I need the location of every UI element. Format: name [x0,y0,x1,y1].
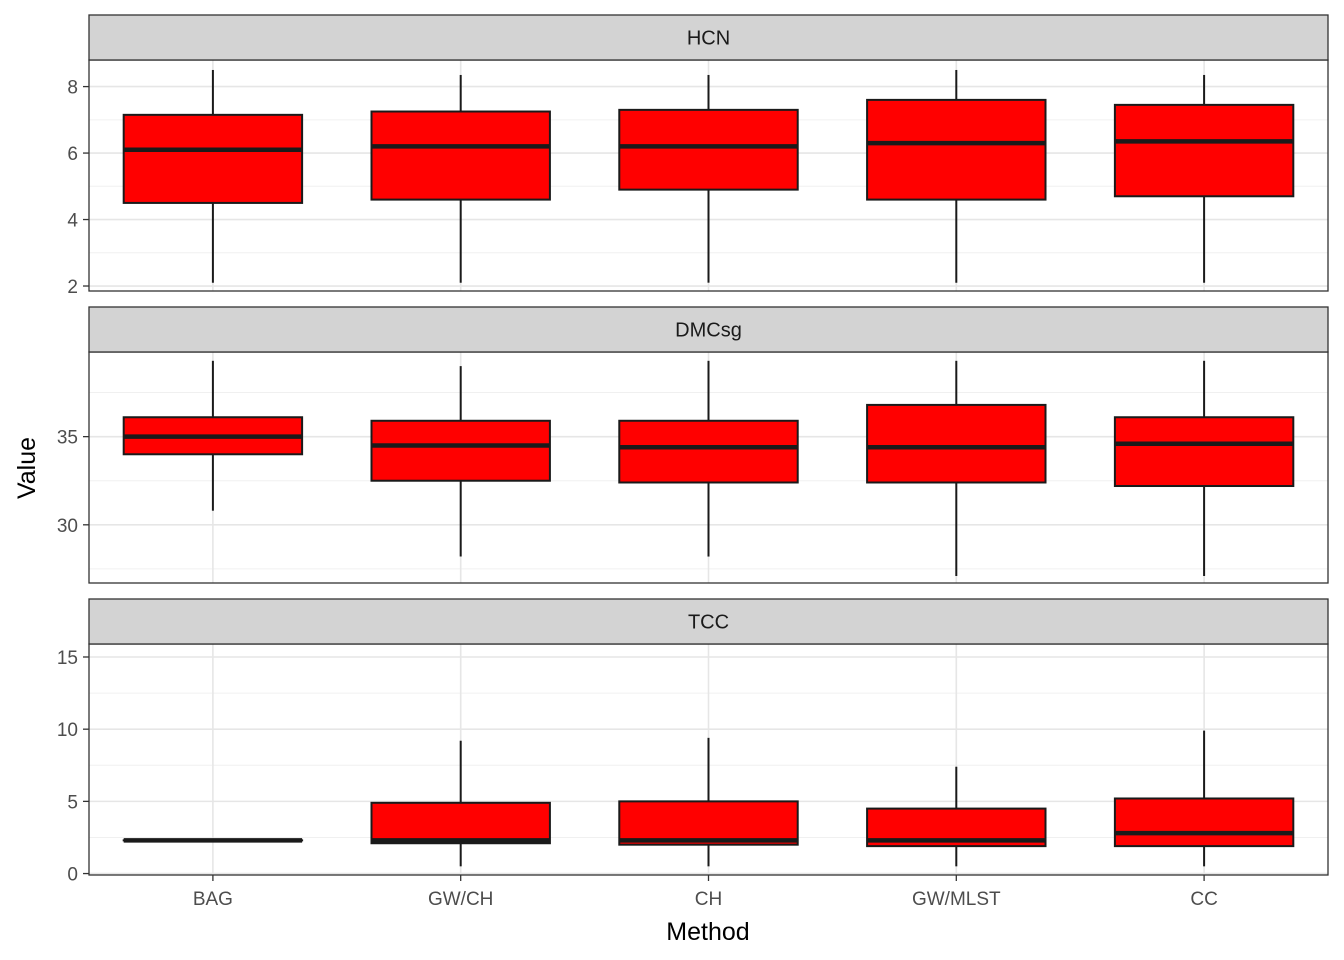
box-gw-ch [370,74,551,283]
iqr-box [618,800,799,846]
y-axis-title: Value [13,437,41,499]
box-bag [122,360,304,511]
box-cc [1113,730,1295,867]
x-tick-label: GW/MLST [912,889,1001,910]
x-axis: BAG GW/CH CH GW/MLST CC [193,875,1218,910]
iqr-box [1113,103,1295,198]
iqr-box [370,801,551,845]
iqr-box [1113,797,1295,848]
box-gw-mlst [866,360,1047,576]
iqr-box [866,98,1047,201]
y-tick-label: 30 [57,516,78,537]
panels-layer: HCN 2 4 6 8 DMCsg 30 35 TCC 0 5 10 15 [57,14,1329,886]
y-tick-label: 10 [57,720,78,741]
y-tick-label: 2 [67,277,78,298]
box-ch [618,360,799,557]
facet-strip [88,14,1329,61]
x-tick-label: BAG [193,889,233,910]
iqr-box [618,419,799,484]
box-gw-mlst [866,766,1047,867]
x-tick-label: CH [695,889,722,910]
box-ch [618,737,799,867]
x-tick-label: GW/CH [428,889,493,910]
box-ch [618,74,799,283]
y-tick-label: 0 [67,865,78,886]
iqr-box [618,108,799,191]
y-tick-label: 8 [67,78,78,99]
iqr-box [866,403,1047,484]
y-tick-label: 4 [67,211,78,232]
y-tick-label: 35 [57,428,78,449]
box-gw-ch [370,366,551,557]
x-tick-label: CC [1190,889,1217,910]
box-gw-mlst [866,69,1047,283]
y-tick-label: 15 [57,648,78,669]
facet-panel-tcc: TCC 0 5 10 15 [57,598,1329,886]
facet-strip-label: DMCsg [675,320,742,342]
iqr-box [370,419,551,482]
box-bag [122,69,304,283]
y-tick-label: 5 [67,792,78,813]
x-axis-title: Method [666,918,749,946]
box-cc [1113,360,1295,576]
iqr-box [122,113,304,204]
facet-strip [88,306,1329,353]
y-tick-label: 6 [67,144,78,165]
iqr-box [370,110,551,201]
iqr-box [1113,416,1295,488]
facet-strip-label: TCC [688,612,729,634]
facet-strip [88,598,1329,645]
facet-panel-dmcsg: DMCsg 30 35 [57,306,1329,584]
facet-strip-label: HCN [687,28,730,50]
box-cc [1113,74,1295,283]
box-gw-ch [370,740,551,867]
facet-panel-hcn: HCN 2 4 6 8 [67,14,1329,298]
